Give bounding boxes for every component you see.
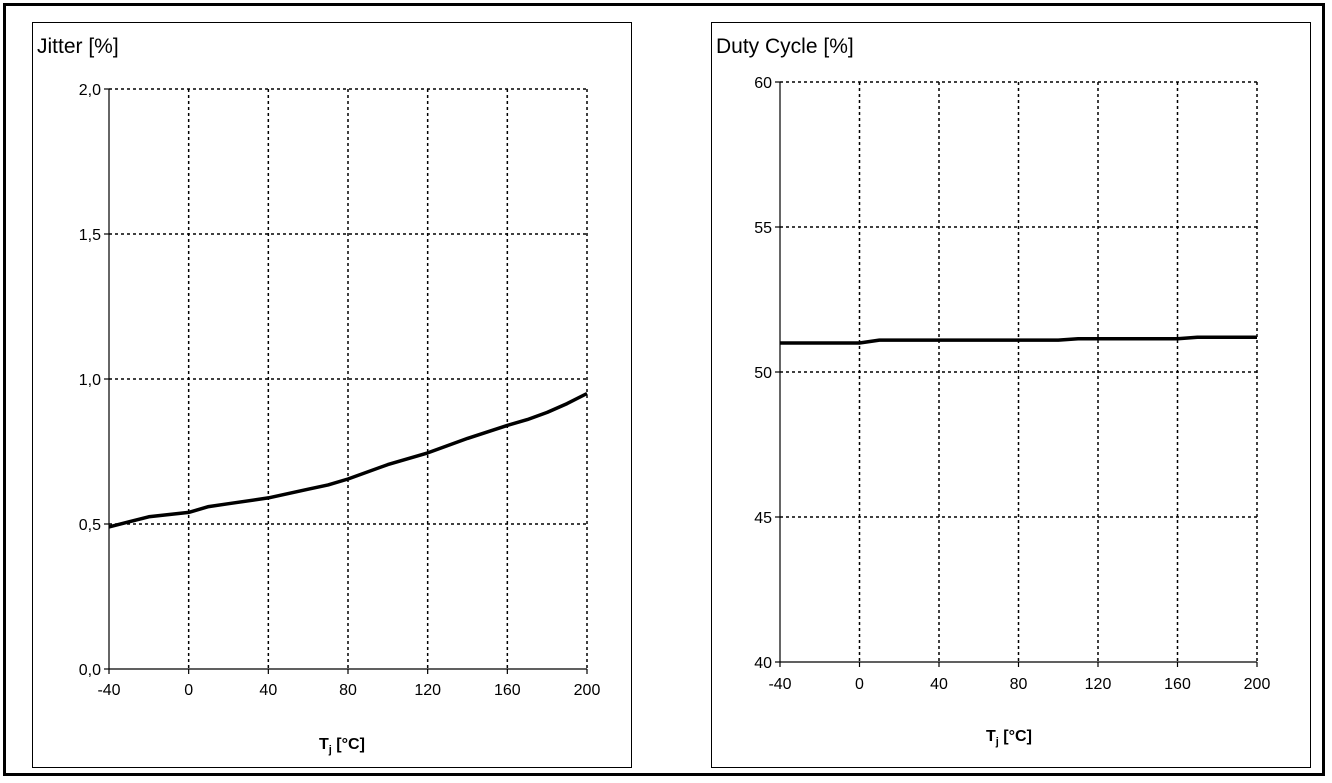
y-tick-label: 1,0	[79, 372, 101, 389]
axes	[104, 88, 588, 674]
x-tick-label: 160	[1164, 676, 1191, 693]
y-tick-label: 0,5	[79, 517, 101, 534]
y-tick-label: 0,0	[79, 662, 101, 679]
duty-cycle-chart: Duty Cycle [%] 40 45 50 55 60 -40 0 40 80 120 160 2…	[716, 35, 1270, 748]
jitter-chart: Jitter [%] 0,0 0,5 1,0 1,5 2,0 -40 0 40 80 120 160…	[37, 35, 601, 756]
x-tick-label: 200	[1244, 676, 1271, 693]
y-axis-label: Duty Cycle [%]	[716, 35, 854, 58]
x-axis-label: Tj [°C]	[986, 728, 1032, 748]
x-tick-label: 120	[414, 682, 441, 699]
y-tick-label: 45	[754, 510, 772, 527]
grid	[109, 88, 588, 669]
y-axis-label: Jitter [%]	[37, 35, 119, 58]
tick-labels: 0,0 0,5 1,0 1,5 2,0 -40 0 40 80 120 160 200	[79, 82, 601, 699]
figure-frame	[3, 3, 1325, 776]
series	[108, 391, 588, 529]
y-tick-label: 40	[754, 655, 772, 672]
x-tick-label: 120	[1085, 676, 1112, 693]
x-tick-label: 40	[259, 682, 277, 699]
x-tick-label: 0	[855, 676, 864, 693]
series-line	[108, 391, 588, 529]
x-tick-label: 0	[184, 682, 193, 699]
y-tick-label: 50	[754, 365, 772, 382]
grid	[780, 81, 1258, 662]
y-tick-label: 1,5	[79, 227, 101, 244]
x-axis-label: Tj [°C]	[319, 736, 365, 756]
duty-cycle-chart-panel: Duty Cycle [%] 40 45 50 55 60 -40 0 40 80 120 160 2…	[711, 22, 1311, 768]
y-tick-label: 2,0	[79, 82, 101, 99]
x-tick-label: 40	[930, 676, 948, 693]
y-tick-label: 60	[754, 75, 772, 92]
tick-labels: 40 45 50 55 60 -40 0 40 80 120 160 200	[754, 75, 1270, 693]
jitter-chart-panel: Jitter [%] 0,0 0,5 1,0 1,5 2,0 -40 0 40 80 120 160…	[32, 22, 632, 768]
series	[780, 335, 1257, 345]
x-tick-label: 160	[494, 682, 521, 699]
x-tick-label: 80	[1010, 676, 1028, 693]
x-tick-label: 200	[574, 682, 601, 699]
x-tick-label: 80	[339, 682, 357, 699]
x-tick-label: -40	[768, 676, 791, 693]
axes	[775, 81, 1258, 667]
y-tick-label: 55	[754, 220, 772, 237]
series-line	[780, 335, 1257, 345]
x-tick-label: -40	[97, 682, 120, 699]
